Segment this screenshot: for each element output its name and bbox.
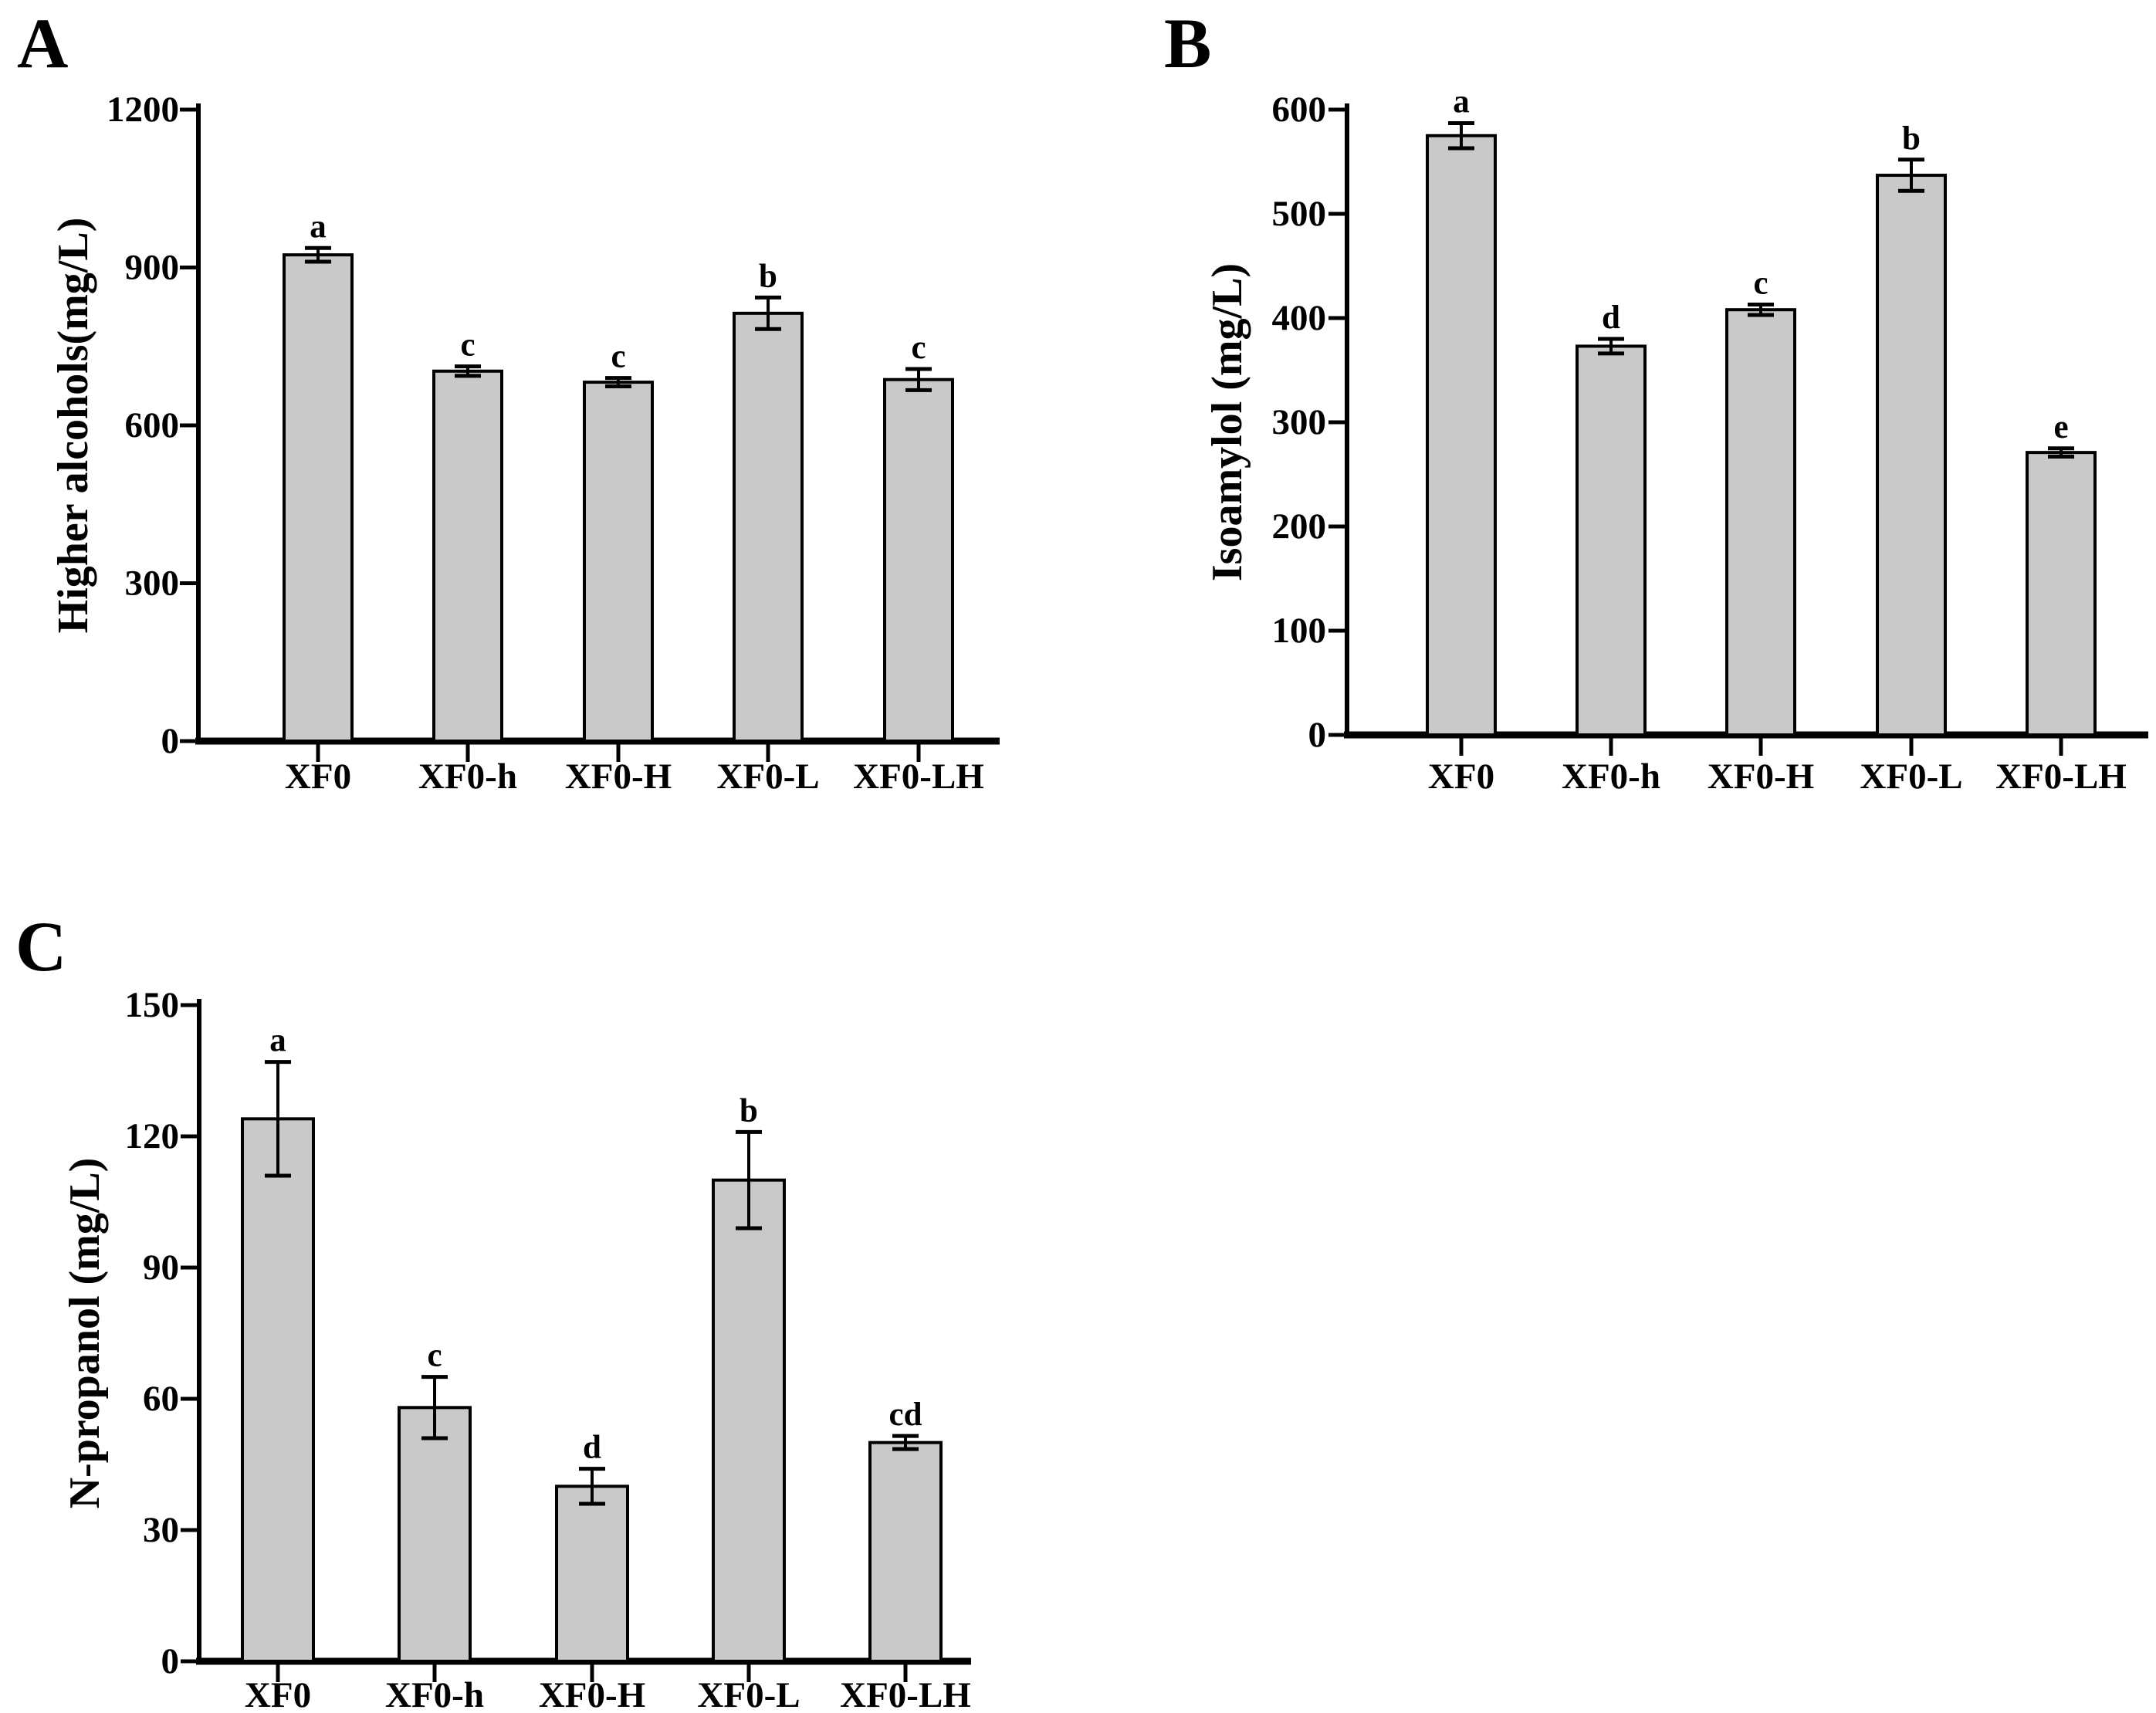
bar-XF0-LH: [2026, 451, 2097, 737]
x-category-label: XF0-LH: [853, 757, 984, 797]
y-tick-label: 60: [143, 1379, 179, 1419]
chart-panel-c: 0 30 60 90 120 150 XF0 a XF0-h c XF0-H d XF0-L b XF0-L…: [61, 985, 971, 1713]
bar-XF0-L: [733, 311, 804, 743]
panel-label-b: B: [1164, 4, 1212, 83]
y-axis-title: Higher alcohols(mg/L): [49, 218, 97, 634]
panel-label-c: C: [15, 907, 67, 986]
y-tick-label: 300: [125, 564, 180, 604]
significance-letter: c: [460, 327, 475, 364]
significance-letter: c: [911, 330, 926, 366]
x-category-label: XF0-L: [1860, 757, 1962, 797]
x-category-label: XF0-h: [418, 757, 517, 797]
x-category-label: XF0-L: [716, 757, 819, 797]
y-tick-label: 0: [161, 721, 180, 761]
x-category-label: XF0-h: [1562, 757, 1660, 797]
bar-XF0-L: [712, 1178, 786, 1663]
significance-letter: a: [310, 208, 327, 245]
bar-XF0-h: [432, 369, 503, 743]
significance-letter: c: [427, 1338, 442, 1374]
significance-letter: b: [740, 1092, 758, 1129]
y-tick-label: 500: [1272, 194, 1327, 234]
y-tick-label: 200: [1272, 506, 1327, 547]
y-tick-label: 600: [125, 405, 180, 445]
y-axis-title: N-propanol (mg/L): [61, 1158, 109, 1509]
chart-panel-b: 0 100 200 300 400 500 600 XF0 a XF0-h d XF0-H c XF0-L…: [1203, 84, 2148, 797]
panel-label-a: A: [17, 4, 69, 83]
significance-letter: b: [759, 258, 777, 294]
significance-letter: d: [583, 1430, 601, 1466]
bar-XF0: [283, 253, 354, 743]
y-tick-label: 0: [161, 1641, 180, 1681]
y-tick-label: 300: [1272, 402, 1327, 442]
y-axis-title: Isoamylol (mg/L): [1203, 263, 1251, 581]
x-category-label: XF0-LH: [1995, 757, 2127, 797]
x-category-label: XF0-H: [565, 757, 672, 797]
significance-letter: cd: [889, 1396, 922, 1433]
bar-XF0-H: [1725, 308, 1796, 736]
y-tick-label: 30: [143, 1510, 179, 1550]
chart-panel-a: 0 300 600 900 1200 XF0 a XF0-h c XF0-H c XF0-L b XF0-…: [49, 90, 1000, 797]
bar-XF0-H: [555, 1484, 629, 1664]
bar-XF0-L: [1876, 174, 1947, 737]
y-tick-label: 400: [1272, 298, 1327, 338]
significance-letter: c: [611, 339, 625, 375]
significance-letter: a: [1453, 84, 1470, 120]
x-category-label: XF0-L: [697, 1675, 800, 1713]
y-tick-label: 150: [125, 985, 180, 1025]
x-category-label: XF0: [245, 1675, 311, 1713]
y-tick-label: 90: [143, 1248, 179, 1288]
bar-XF0-h: [398, 1406, 472, 1664]
bar-XF0-LH: [868, 1440, 943, 1663]
bar-XF0-h: [1576, 344, 1647, 736]
x-category-label: XF0-h: [385, 1675, 484, 1713]
bar-XF0: [1426, 134, 1497, 736]
significance-letter: a: [269, 1023, 286, 1059]
y-tick-label: 900: [125, 248, 180, 288]
x-category-label: XF0: [285, 757, 351, 797]
significance-letter: c: [1753, 265, 1768, 301]
bar-XF0: [241, 1117, 315, 1664]
y-tick-label: 1200: [107, 90, 179, 130]
bar-XF0-LH: [883, 377, 954, 743]
x-category-label: XF0-H: [539, 1675, 645, 1713]
x-category-label: XF0-LH: [840, 1675, 971, 1713]
bar-XF0-H: [583, 381, 654, 743]
x-category-label: XF0: [1428, 757, 1494, 797]
significance-letter: d: [1602, 300, 1620, 336]
significance-letter: b: [1902, 120, 1921, 157]
y-tick-label: 600: [1272, 90, 1327, 130]
x-category-label: XF0-H: [1708, 757, 1814, 797]
significance-letter: e: [2053, 409, 2068, 445]
y-tick-label: 0: [1308, 715, 1327, 755]
y-tick-label: 120: [125, 1116, 180, 1156]
y-tick-label: 100: [1272, 611, 1327, 651]
